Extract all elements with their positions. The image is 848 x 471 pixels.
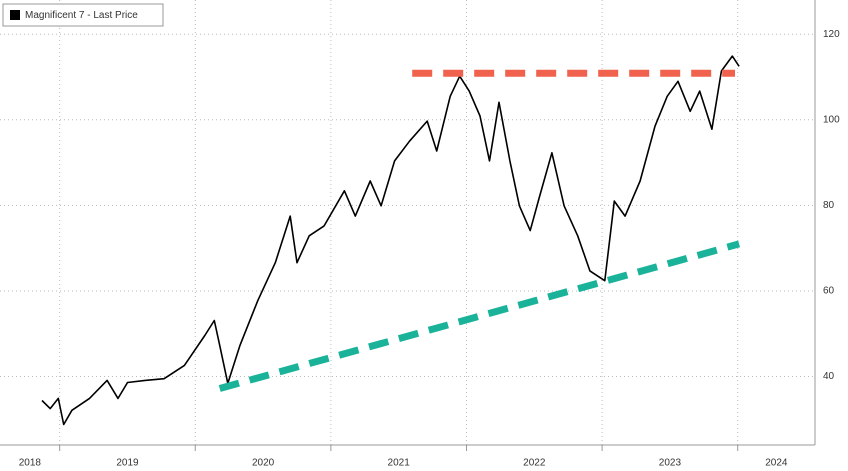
x-tick-label: 2022 bbox=[523, 458, 546, 469]
legend-label: Magnificent 7 - Last Price bbox=[25, 10, 138, 21]
x-tick-label: 2018 bbox=[19, 458, 42, 469]
trend-line bbox=[218, 240, 741, 392]
y-tick-label: 40 bbox=[823, 371, 835, 382]
x-tick-label: 2024 bbox=[765, 458, 788, 469]
x-tick-label: 2021 bbox=[388, 458, 411, 469]
x-tick-label: 2023 bbox=[659, 458, 682, 469]
y-tick-label: 100 bbox=[823, 114, 840, 125]
x-tick-label: 2019 bbox=[116, 458, 139, 469]
x-tick-label: 2020 bbox=[252, 458, 275, 469]
y-tick-label: 80 bbox=[823, 200, 835, 211]
legend-swatch bbox=[10, 10, 20, 20]
y-tick-label: 120 bbox=[823, 29, 840, 40]
y-tick-label: 60 bbox=[823, 286, 835, 297]
price-line bbox=[41, 55, 740, 426]
legend bbox=[2, 3, 164, 27]
